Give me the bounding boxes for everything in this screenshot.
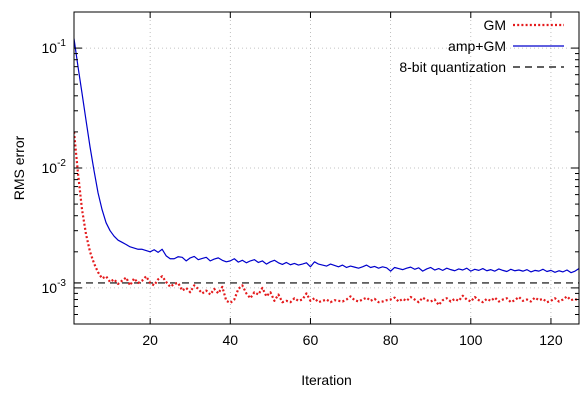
axis-ticks: 20 40 60 80 100 120 10-3 10-2 10-1 <box>42 11 579 348</box>
y-tick-label: 10-3 <box>42 278 67 296</box>
series-line-1 <box>74 38 579 274</box>
x-tick-label: 40 <box>223 332 239 348</box>
legend: GM amp+GM 8-bit quantization <box>399 17 564 75</box>
plot-area <box>74 38 579 307</box>
x-tick-label: 80 <box>383 332 399 348</box>
legend-label-2: 8-bit quantization <box>399 59 506 75</box>
grid <box>74 12 579 324</box>
y-tick-label: 10-2 <box>42 158 67 176</box>
x-tick-label: 60 <box>303 332 319 348</box>
x-tick-label: 120 <box>539 332 563 348</box>
x-axis-label: Iteration <box>301 372 352 388</box>
legend-label-0: GM <box>483 17 506 33</box>
series-line-0 <box>74 131 579 307</box>
x-tick-label: 20 <box>142 332 158 348</box>
x-tick-label: 100 <box>459 332 483 348</box>
y-axis-label: RMS error <box>11 135 27 200</box>
y-tick-label: 10-1 <box>42 38 67 56</box>
legend-label-1: amp+GM <box>448 38 506 54</box>
